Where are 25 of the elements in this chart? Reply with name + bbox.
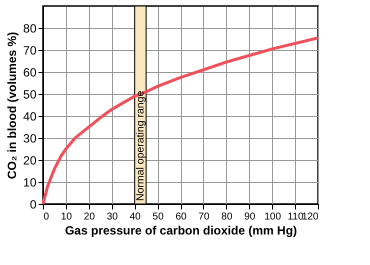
x-tick-label: 90 xyxy=(244,212,256,222)
x-tick-label: 50 xyxy=(152,212,164,222)
x-tick-label: 60 xyxy=(175,212,187,222)
y-tick-label: 40 xyxy=(23,110,37,124)
y-tick-label: 60 xyxy=(23,66,37,80)
x-tick-label: 100 xyxy=(264,212,282,222)
x-tick-label: 120 xyxy=(302,212,319,222)
x-tick-label: 20 xyxy=(84,212,96,222)
y-tick-label: 80 xyxy=(23,22,37,36)
y-tick-label: 0 xyxy=(30,198,37,212)
x-tick-label: 30 xyxy=(106,212,118,222)
x-tick-label: 70 xyxy=(198,212,210,222)
x-tick-label: 0 xyxy=(44,212,50,222)
y-tick-label: 20 xyxy=(23,154,37,168)
y-tick-label: 50 xyxy=(23,88,37,102)
y-axis-title: CO₂ in blood (volumes %) xyxy=(5,32,20,180)
y-tick-label: 10 xyxy=(23,176,37,190)
x-tick-label: 110 xyxy=(288,212,304,222)
x-tick-label: 80 xyxy=(221,212,233,222)
x-tick-label: 10 xyxy=(60,212,72,222)
x-axis-title: Gas pressure of carbon dioxide (mm Hg) xyxy=(64,224,298,238)
y-tick-label: 30 xyxy=(23,132,37,146)
x-tick-label: 40 xyxy=(130,212,142,222)
y-tick-label: 70 xyxy=(23,44,37,58)
band-label: Normal operating range xyxy=(134,90,146,201)
